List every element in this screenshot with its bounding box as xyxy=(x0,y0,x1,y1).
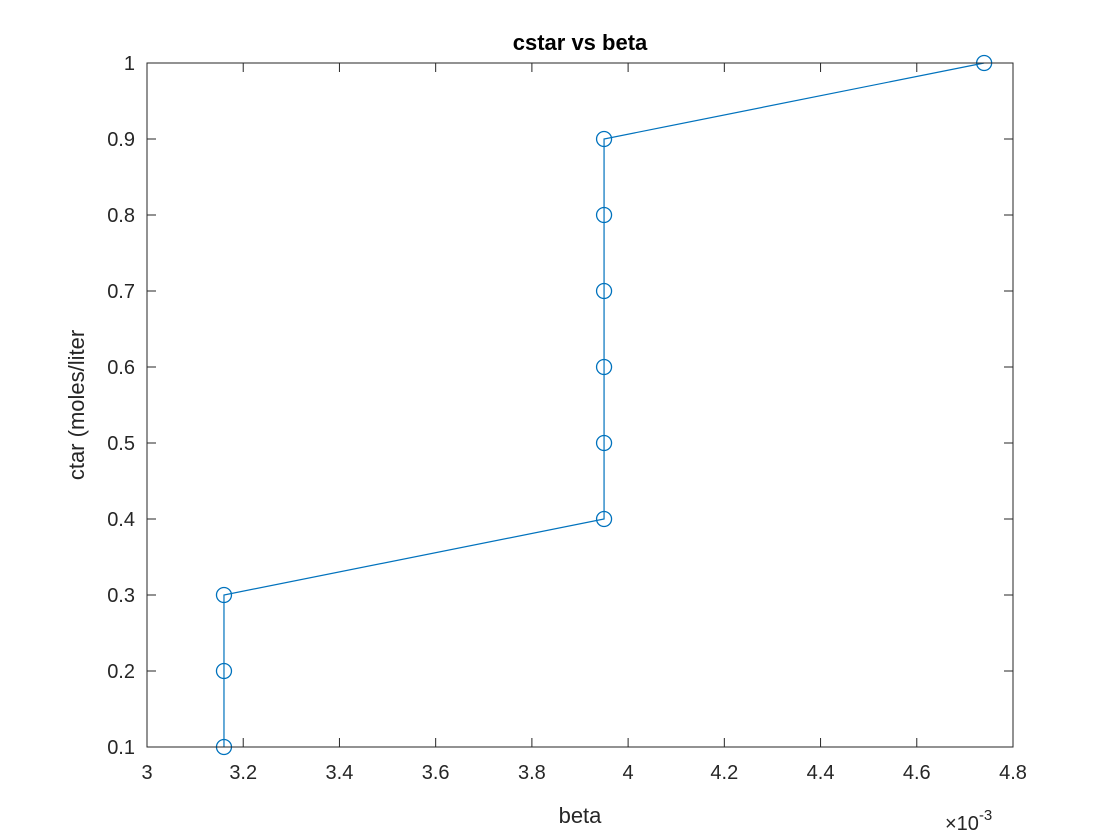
x-axis-exponent: ×10-3 xyxy=(945,807,992,835)
y-tick-label: 1 xyxy=(124,53,135,75)
x-tick-label: 4 xyxy=(623,762,634,784)
y-tick-label: 0.3 xyxy=(107,585,135,607)
data-point-marker xyxy=(595,358,613,376)
x-axis-exponent-base: ×10 xyxy=(945,813,979,835)
plot-area-frame xyxy=(146,62,1014,748)
x-tick-label: 3.6 xyxy=(422,762,450,784)
y-tick-label: 0.4 xyxy=(107,509,135,531)
y-tick-label: 0.8 xyxy=(107,205,135,227)
x-tick-label: 3.2 xyxy=(229,762,257,784)
x-tick-label: 3.4 xyxy=(326,762,354,784)
y-tick-label: 0.6 xyxy=(107,357,135,379)
x-axis-label: beta xyxy=(559,803,603,828)
data-point-marker xyxy=(595,510,613,528)
data-point-marker xyxy=(595,282,613,300)
y-tick-label: 0.7 xyxy=(107,281,135,303)
data-point-marker xyxy=(595,206,613,224)
y-axis-ticks: 0.1 0.2 0.3 0.4 0.5 0.6 0.7 0.8 0.9 1 xyxy=(107,53,1013,759)
x-axis-ticks: 3 3.2 3.4 3.6 3.8 4 4.2 4.4 4.6 4.8 xyxy=(141,63,1027,784)
chart-title: cstar vs beta xyxy=(513,30,648,55)
x-tick-label: 3 xyxy=(141,762,152,784)
data-point-marker xyxy=(215,662,233,680)
x-tick-label: 4.4 xyxy=(807,762,835,784)
series-line xyxy=(223,62,985,747)
y-tick-label: 0.1 xyxy=(107,737,135,759)
data-point-marker xyxy=(595,434,613,452)
y-tick-label: 0.9 xyxy=(107,129,135,151)
data-point-marker xyxy=(215,586,233,604)
y-tick-label: 0.5 xyxy=(107,433,135,455)
x-axis-exponent-power: -3 xyxy=(979,807,992,824)
y-tick-label: 0.2 xyxy=(107,661,135,683)
x-tick-label: 4.6 xyxy=(903,762,931,784)
data-point-marker xyxy=(595,130,613,148)
x-tick-label: 3.8 xyxy=(518,762,546,784)
x-tick-label: 4.8 xyxy=(999,762,1027,784)
y-axis-label: ctar (moles/liter xyxy=(64,330,89,480)
x-tick-label: 4.2 xyxy=(710,762,738,784)
